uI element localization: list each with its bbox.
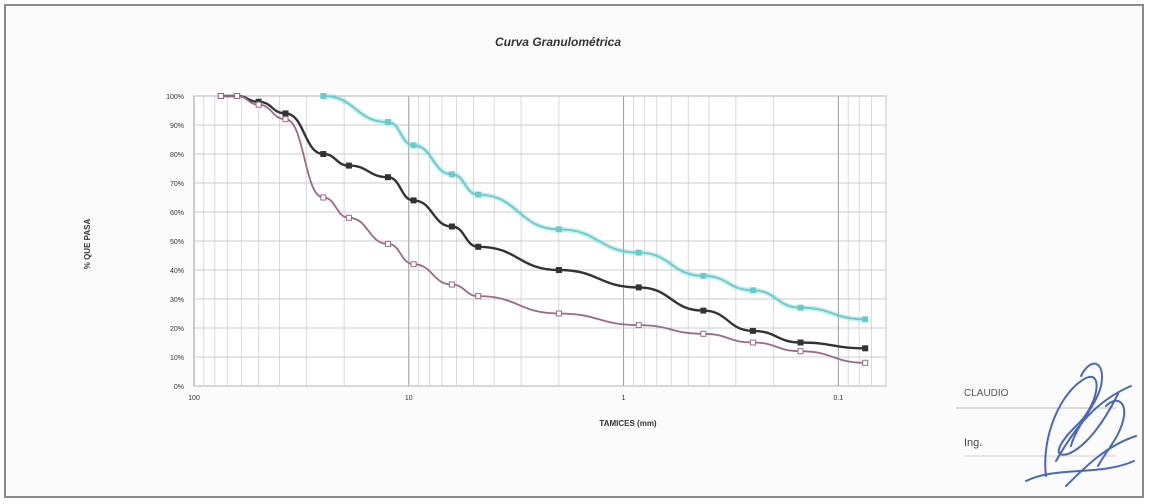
data-point [320,151,327,157]
y-tick-label: 100% [166,94,184,101]
data-point [384,174,391,181]
data-point [797,304,804,311]
data-point [797,339,804,346]
y-tick-label: 30% [170,297,184,304]
data-point [448,171,455,178]
y-tick-label: 80% [170,152,184,159]
x-tick-label: 100 [188,395,200,402]
data-point [384,240,391,247]
data-point [555,226,562,233]
y-tick-label: 70% [170,181,184,188]
y-tick-label: 40% [170,268,184,275]
handwritten-signature [1025,362,1137,487]
data-point [345,162,352,169]
y-tick-label: 20% [170,326,184,333]
data-point [475,293,482,300]
data-point [862,359,869,366]
chart-frame: 100% 90% 80% 70% 60% 50% 40% 30% 20% 10% 0% 100 10 1 0… [4,4,1144,498]
x-axis-label: TAMICES (mm) [599,419,657,428]
x-tick-label: 10 [405,395,413,402]
data-point [217,93,224,99]
x-tick-label: 0.1 [833,395,843,402]
data-point [555,310,562,317]
y-axis-label: % QUE PASA [83,219,92,270]
data-point [862,316,869,323]
data-point [475,243,482,250]
data-point [700,330,707,337]
data-point [345,214,352,221]
data-point [635,322,642,329]
data-point [410,261,417,268]
data-point [749,327,756,334]
x-tick-label: 1 [622,395,626,402]
data-point [700,307,707,314]
data-point [797,348,804,355]
data-point [700,272,707,279]
y-tick-label: 10% [170,355,184,362]
signature-stamp: CLAUDIO Ing. [956,362,1137,487]
data-point [410,197,417,204]
data-point [255,101,262,108]
data-point [635,284,642,291]
data-point [384,119,391,126]
series-line [220,95,866,364]
series-layer [217,93,869,366]
granulometric-chart: 100% 90% 80% 70% 60% 50% 40% 30% 20% 10% 0% 100 10 1 0… [83,35,887,428]
data-point [448,281,455,288]
chart-title: Curva Granulométrica [495,35,621,49]
y-tick-label: 60% [170,210,184,217]
data-point [410,142,417,149]
data-point [749,287,756,294]
data-point [448,223,455,230]
y-tick-label: 90% [170,123,184,130]
data-point [862,345,869,352]
signature-title: Ing. [964,437,982,449]
data-point [282,116,289,123]
data-point [555,267,562,273]
data-point [320,93,327,99]
signature-name: CLAUDIO [964,388,1009,399]
data-point [234,93,241,99]
data-point [749,339,756,346]
y-tick-label: 50% [170,239,184,246]
data-point [282,110,289,117]
y-tick-label: 0% [174,384,184,391]
data-point [475,191,482,198]
data-point [635,249,642,256]
data-point [320,194,327,201]
axis-ticks: 100% 90% 80% 70% 60% 50% 40% 30% 20% 10% 0% 100 10 1 0… [166,94,843,402]
